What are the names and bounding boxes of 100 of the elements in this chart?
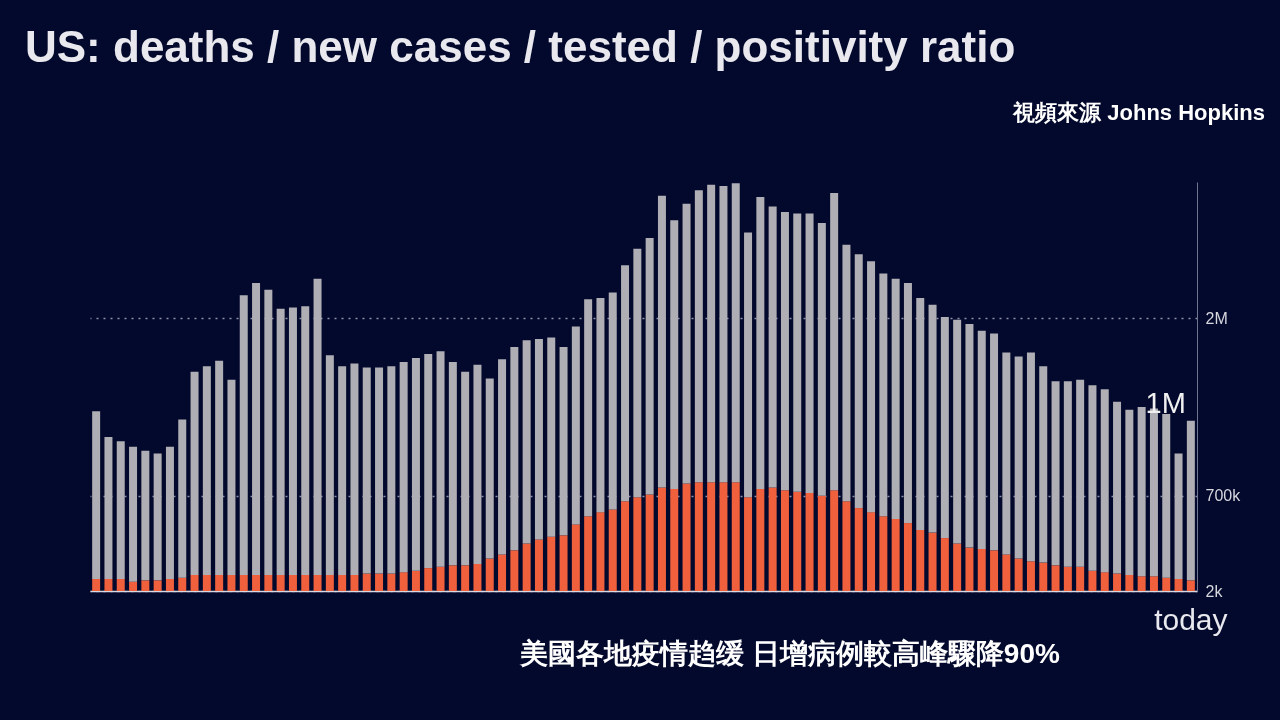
bar (239, 295, 248, 575)
bar (461, 371, 470, 566)
bar (325, 574, 334, 591)
bar (1174, 453, 1183, 579)
bar (879, 273, 888, 517)
bar (1026, 352, 1035, 562)
bar (92, 411, 101, 579)
bar (301, 574, 310, 591)
bar (842, 244, 851, 502)
bar (1100, 389, 1109, 573)
chart-title: US: deaths / new cases / tested / positivity ratio (25, 22, 1016, 71)
bar (867, 512, 876, 591)
bar (817, 222, 826, 496)
bar (498, 359, 507, 555)
bar (141, 580, 150, 591)
bar (744, 497, 753, 591)
bar (608, 509, 617, 591)
bar (719, 186, 728, 483)
bar (1174, 578, 1183, 591)
bar (1186, 420, 1195, 581)
bar (1186, 580, 1195, 591)
bar (793, 213, 802, 492)
bar (830, 490, 839, 591)
bar (350, 574, 359, 591)
bar (485, 378, 494, 559)
bar (879, 516, 888, 591)
bar (92, 578, 101, 591)
bar (891, 518, 900, 591)
bar (854, 508, 863, 591)
bar (977, 330, 986, 549)
bar (473, 563, 482, 591)
bar (1088, 570, 1097, 591)
bar (276, 308, 285, 575)
bar (977, 548, 986, 591)
bar (104, 578, 113, 591)
bar (129, 581, 138, 591)
bar (990, 333, 999, 551)
bar (338, 366, 347, 575)
bar (473, 364, 482, 564)
bar (387, 366, 396, 574)
bar (510, 347, 519, 551)
bar (387, 573, 396, 591)
bar (621, 265, 630, 502)
bar (719, 482, 728, 591)
bar (178, 419, 187, 578)
bar (1039, 562, 1048, 591)
bar (916, 529, 925, 591)
bar (1002, 554, 1011, 591)
bar (928, 304, 937, 533)
bar (768, 206, 777, 488)
bar (756, 488, 765, 591)
bar (202, 366, 211, 575)
bar (448, 565, 457, 591)
bar (399, 572, 408, 591)
bar (276, 574, 285, 591)
bar (682, 483, 691, 591)
bar (707, 482, 716, 591)
bar (411, 357, 420, 571)
bar (116, 578, 125, 591)
bar (571, 326, 580, 525)
bar (165, 446, 174, 579)
bar (953, 543, 962, 591)
bar (1051, 381, 1060, 566)
bar (1063, 566, 1072, 591)
bar (190, 371, 199, 575)
bar (436, 566, 445, 591)
bar (522, 340, 531, 544)
bar (1113, 401, 1122, 574)
bar (1149, 576, 1158, 591)
bar (571, 524, 580, 591)
bar (1100, 572, 1109, 591)
bar (1088, 385, 1097, 571)
bar (252, 574, 261, 591)
bar (215, 574, 224, 591)
bar (202, 574, 211, 591)
bar (1014, 558, 1023, 591)
bar (510, 550, 519, 591)
bar (547, 536, 556, 591)
bar (903, 523, 912, 591)
bar (399, 362, 408, 573)
bar (252, 282, 261, 575)
text: 美國各地疫情趋缓 日增病例較高峰驟降90% (519, 638, 1061, 669)
bar (928, 532, 937, 591)
bar (116, 441, 125, 579)
bar (965, 547, 974, 591)
bar (264, 574, 273, 591)
bar (805, 493, 814, 591)
bar (670, 220, 679, 489)
bar (584, 516, 593, 591)
bar (916, 297, 925, 530)
bar (584, 299, 593, 517)
bar (375, 573, 384, 591)
y-tick-label: 700k (1205, 487, 1242, 505)
bar (817, 495, 826, 591)
bar (1113, 573, 1122, 591)
bar (448, 362, 457, 566)
bar (288, 574, 297, 591)
bar (1125, 574, 1134, 591)
bar (215, 360, 224, 575)
bar (682, 203, 691, 484)
